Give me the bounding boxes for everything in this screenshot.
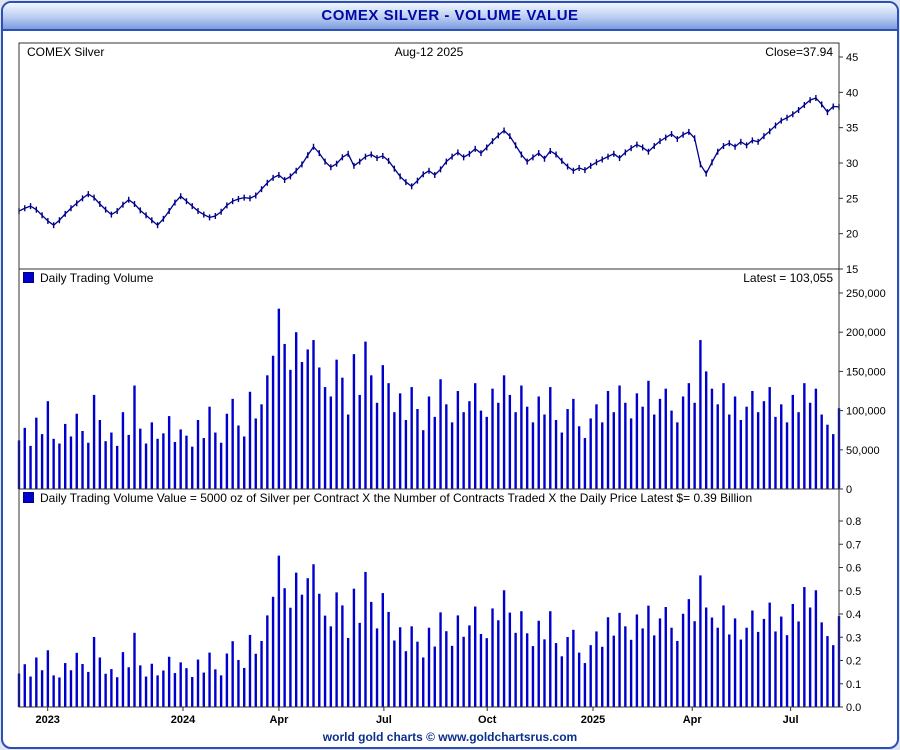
volume-series-swatch-icon [23,272,34,283]
plot-frame [18,42,840,708]
svg-text:0.3: 0.3 [846,632,861,644]
footer: world gold charts © www.goldchartsrus.co… [3,729,897,747]
svg-text:2024: 2024 [171,714,196,726]
svg-text:Apr: Apr [269,714,289,726]
svg-text:2023: 2023 [35,714,59,726]
value-series-swatch-icon [23,492,34,503]
svg-text:Oct: Oct [478,714,497,726]
svg-text:Jul: Jul [376,714,392,726]
svg-text:0.5: 0.5 [846,586,861,598]
y-axis-labels: 15 20 25 30 35 40 45 0 50,000 100,000 150,000 200,0… [839,52,886,714]
svg-text:100,000: 100,000 [846,406,886,418]
footer-text: world gold charts © www.goldchartsrus.co… [322,730,578,744]
price-close-label: Close=37.94 [765,45,833,59]
price-panel-label: COMEX Silver [27,45,105,59]
svg-text:Apr: Apr [683,714,703,726]
svg-text:0.2: 0.2 [846,656,861,668]
x-axis-labels: 2023 2024 Apr Jul Oct 2025 Apr Jul [35,707,799,726]
volume-bars [17,308,841,489]
volume-latest-label: Latest = 103,055 [743,271,833,285]
value-bars [17,555,841,707]
svg-text:35: 35 [846,123,858,135]
svg-text:0.0: 0.0 [846,702,861,714]
price-series [18,94,840,229]
svg-text:20: 20 [846,229,858,241]
svg-text:150,000: 150,000 [846,366,886,378]
page-title: COMEX SILVER - VOLUME VALUE [321,7,579,24]
svg-text:25: 25 [846,193,858,205]
svg-text:50,000: 50,000 [846,445,880,457]
svg-text:0.4: 0.4 [846,609,861,621]
svg-text:0.8: 0.8 [846,516,861,528]
svg-text:45: 45 [846,52,858,64]
volume-panel-label: Daily Trading Volume [40,271,154,285]
price-line [18,97,840,227]
svg-text:15: 15 [846,264,858,276]
volume-panel-header: Daily Trading Volume [23,271,153,285]
svg-text:200,000: 200,000 [846,327,886,339]
svg-text:Jul: Jul [783,714,799,726]
value-panel-header: Daily Trading Volume Value = 5000 oz of … [23,491,752,505]
svg-text:40: 40 [846,87,858,99]
charts-svg: 15202530354045050,000100,000150,000200,0… [17,42,886,726]
price-date-label: Aug-12 2025 [394,45,464,59]
svg-text:250,000: 250,000 [846,288,886,300]
svg-text:0.1: 0.1 [846,679,861,691]
value-panel-label: Daily Trading Volume Value = 5000 oz of … [40,491,753,505]
title-bar: COMEX SILVER - VOLUME VALUE [3,3,897,31]
chart-area: 15 20 25 30 35 40 45 0 50,000 100,000 150,000 200,0… [3,31,897,729]
svg-text:0.6: 0.6 [846,563,861,575]
svg-text:0.7: 0.7 [846,539,861,551]
svg-text:30: 30 [846,158,858,170]
svg-text:2025: 2025 [581,714,605,726]
svg-text:0: 0 [846,484,852,496]
